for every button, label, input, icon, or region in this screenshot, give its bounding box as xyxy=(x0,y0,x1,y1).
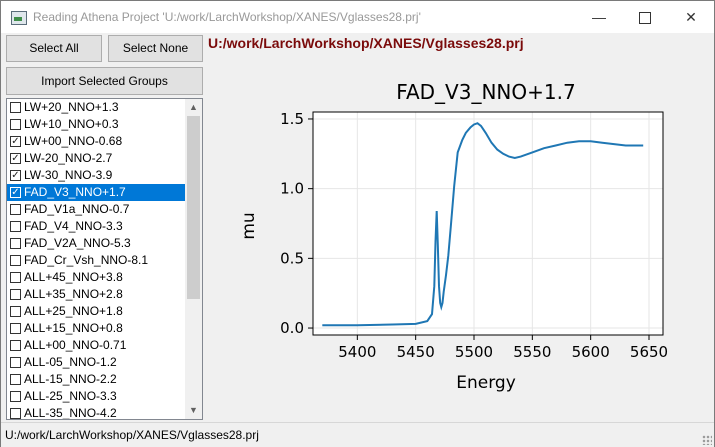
y-tick-label: 1.0 xyxy=(280,180,304,198)
title-bar: Reading Athena Project 'U:/work/LarchWor… xyxy=(1,1,714,33)
close-button[interactable]: ✕ xyxy=(685,9,697,25)
group-list-item[interactable]: ALL+25_NNO+1.8 xyxy=(7,303,186,320)
x-tick-label: 5450 xyxy=(397,343,435,361)
group-list-item[interactable]: LW+10_NNO+0.3 xyxy=(7,116,186,133)
group-checkbox[interactable] xyxy=(10,289,21,300)
group-label: ALL+45_NNO+3.8 xyxy=(24,270,123,284)
scrollbar-thumb[interactable] xyxy=(187,116,200,299)
group-checkbox[interactable] xyxy=(10,306,21,317)
scroll-down-arrow-icon[interactable]: ▼ xyxy=(189,405,198,415)
x-tick-label: 5500 xyxy=(455,343,493,361)
x-tick-label: 5550 xyxy=(513,343,551,361)
status-text: U:/work/LarchWorkshop/XANES/Vglasses28.p… xyxy=(5,428,259,442)
group-label: LW+10_NNO+0.3 xyxy=(24,117,119,131)
group-checkbox[interactable] xyxy=(10,340,21,351)
chart-axes-frame xyxy=(312,111,664,336)
y-tick-label: 0.0 xyxy=(280,319,304,337)
group-list-item[interactable]: ALL+15_NNO+0.8 xyxy=(7,320,186,337)
group-checkbox[interactable] xyxy=(10,102,21,113)
minimize-button[interactable]: — xyxy=(592,9,606,25)
group-list-item[interactable]: ALL+45_NNO+3.8 xyxy=(7,269,186,286)
chart-grid xyxy=(313,112,663,335)
group-label: FAD_V2A_NNO-5.3 xyxy=(24,236,131,250)
select-none-button[interactable]: Select None xyxy=(108,35,203,62)
y-tick-label: 1.5 xyxy=(280,110,304,128)
group-list-item[interactable]: ✓ LW+00_NNO-0.68 xyxy=(7,133,186,150)
group-checkbox[interactable] xyxy=(10,204,21,215)
group-list-item[interactable]: ALL-05_NNO-1.2 xyxy=(7,354,186,371)
group-label: ALL+35_NNO+2.8 xyxy=(24,287,123,301)
group-list-item[interactable]: ✓ FAD_V3_NNO+1.7 xyxy=(7,184,186,201)
x-axis-label: Energy xyxy=(456,373,516,393)
group-checkbox[interactable] xyxy=(10,391,21,402)
window-title: Reading Athena Project 'U:/work/LarchWor… xyxy=(33,10,421,24)
group-list-item[interactable]: ALL+35_NNO+2.8 xyxy=(7,286,186,303)
group-checkbox[interactable] xyxy=(10,272,21,283)
maximize-button[interactable] xyxy=(622,1,668,33)
group-checkbox[interactable]: ✓ xyxy=(10,136,21,147)
group-checkbox[interactable] xyxy=(10,357,21,368)
group-label: ALL+15_NNO+0.8 xyxy=(24,321,123,335)
status-bar: U:/work/LarchWorkshop/XANES/Vglasses28.p… xyxy=(1,422,714,447)
group-checkbox[interactable]: ✓ xyxy=(10,187,21,198)
group-list-item[interactable]: ALL+00_NNO-0.71 xyxy=(7,337,186,354)
chart-ticks: 5400 5450 5500 5550 5600 5650 0.0 0.5 1.0 1.5 xyxy=(280,110,668,361)
group-checkbox[interactable] xyxy=(10,323,21,334)
maximize-icon xyxy=(639,12,651,25)
series-line xyxy=(322,122,644,327)
group-label: LW-20_NNO-2.7 xyxy=(24,151,113,165)
group-label: LW+00_NNO-0.68 xyxy=(24,134,123,148)
group-checkbox[interactable]: ✓ xyxy=(10,153,21,164)
group-list-items: LW+20_NNO+1.3 LW+10_NNO+0.3 ✓ LW+00_NNO-0.6… xyxy=(7,99,186,420)
import-selected-groups-button[interactable]: Import Selected Groups xyxy=(6,67,203,95)
group-label: ALL-35_NNO-4.2 xyxy=(24,406,117,420)
y-axis-label: mu xyxy=(239,212,259,239)
group-list-item[interactable]: FAD_V2A_NNO-5.3 xyxy=(7,235,186,252)
group-list-item[interactable]: ALL-35_NNO-4.2 xyxy=(7,405,186,420)
group-checkbox[interactable]: ✓ xyxy=(10,170,21,181)
group-checkbox[interactable] xyxy=(10,221,21,232)
select-all-button[interactable]: Select All xyxy=(6,35,102,62)
group-list-item[interactable]: ✓ LW-30_NNO-3.9 xyxy=(7,167,186,184)
plot-panel[interactable]: FAD_V3_NNO+1.7 5400 5450 5500 5550 5600 5650 0… xyxy=(206,54,711,421)
xanes-chart: FAD_V3_NNO+1.7 5400 5450 5500 5550 5600 5650 0… xyxy=(239,80,668,393)
app-icon xyxy=(11,11,27,25)
group-label: FAD_Cr_Vsh_NNO-8.1 xyxy=(24,253,149,267)
group-checkbox[interactable] xyxy=(10,408,21,419)
group-list-item[interactable]: LW+20_NNO+1.3 xyxy=(7,99,186,116)
group-checkbox[interactable] xyxy=(10,119,21,130)
group-list-item[interactable]: FAD_V4_NNO-3.3 xyxy=(7,218,186,235)
project-path-label: U:/work/LarchWorkshop/XANES/Vglasses28.p… xyxy=(208,35,524,51)
resize-grip-icon[interactable] xyxy=(702,435,712,445)
group-checkbox[interactable] xyxy=(10,255,21,266)
group-list-item[interactable]: ALL-25_NNO-3.3 xyxy=(7,388,186,405)
group-label: FAD_V4_NNO-3.3 xyxy=(24,219,123,233)
group-label: LW+20_NNO+1.3 xyxy=(24,100,119,114)
group-label: FAD_V1a_NNO-0.7 xyxy=(24,202,130,216)
y-tick-label: 0.5 xyxy=(280,249,304,267)
group-checkbox[interactable] xyxy=(10,238,21,249)
group-checkbox[interactable] xyxy=(10,374,21,385)
group-label: LW-30_NNO-3.9 xyxy=(24,168,113,182)
group-list-item[interactable]: ALL-15_NNO-2.2 xyxy=(7,371,186,388)
group-list-item[interactable]: FAD_V1a_NNO-0.7 xyxy=(7,201,186,218)
scroll-up-arrow-icon[interactable]: ▲ xyxy=(189,102,198,112)
group-label: ALL+00_NNO-0.71 xyxy=(24,338,127,352)
chart-title: FAD_V3_NNO+1.7 xyxy=(396,80,575,104)
group-list-item[interactable]: FAD_Cr_Vsh_NNO-8.1 xyxy=(7,252,186,269)
group-label: ALL-15_NNO-2.2 xyxy=(24,372,117,386)
x-tick-label: 5600 xyxy=(572,343,610,361)
chart-plot-background xyxy=(313,112,663,335)
x-tick-label: 5400 xyxy=(338,343,376,361)
group-label: ALL-05_NNO-1.2 xyxy=(24,355,117,369)
group-label: FAD_V3_NNO+1.7 xyxy=(24,185,126,199)
group-label: ALL-25_NNO-3.3 xyxy=(24,389,117,403)
group-list-scrollbar[interactable]: ▲ ▼ xyxy=(185,99,202,419)
group-list-item[interactable]: ✓ LW-20_NNO-2.7 xyxy=(7,150,186,167)
group-label: ALL+25_NNO+1.8 xyxy=(24,304,123,318)
group-list[interactable]: LW+20_NNO+1.3 LW+10_NNO+0.3 ✓ LW+00_NNO-0.6… xyxy=(6,98,203,420)
x-tick-label: 5650 xyxy=(630,343,668,361)
